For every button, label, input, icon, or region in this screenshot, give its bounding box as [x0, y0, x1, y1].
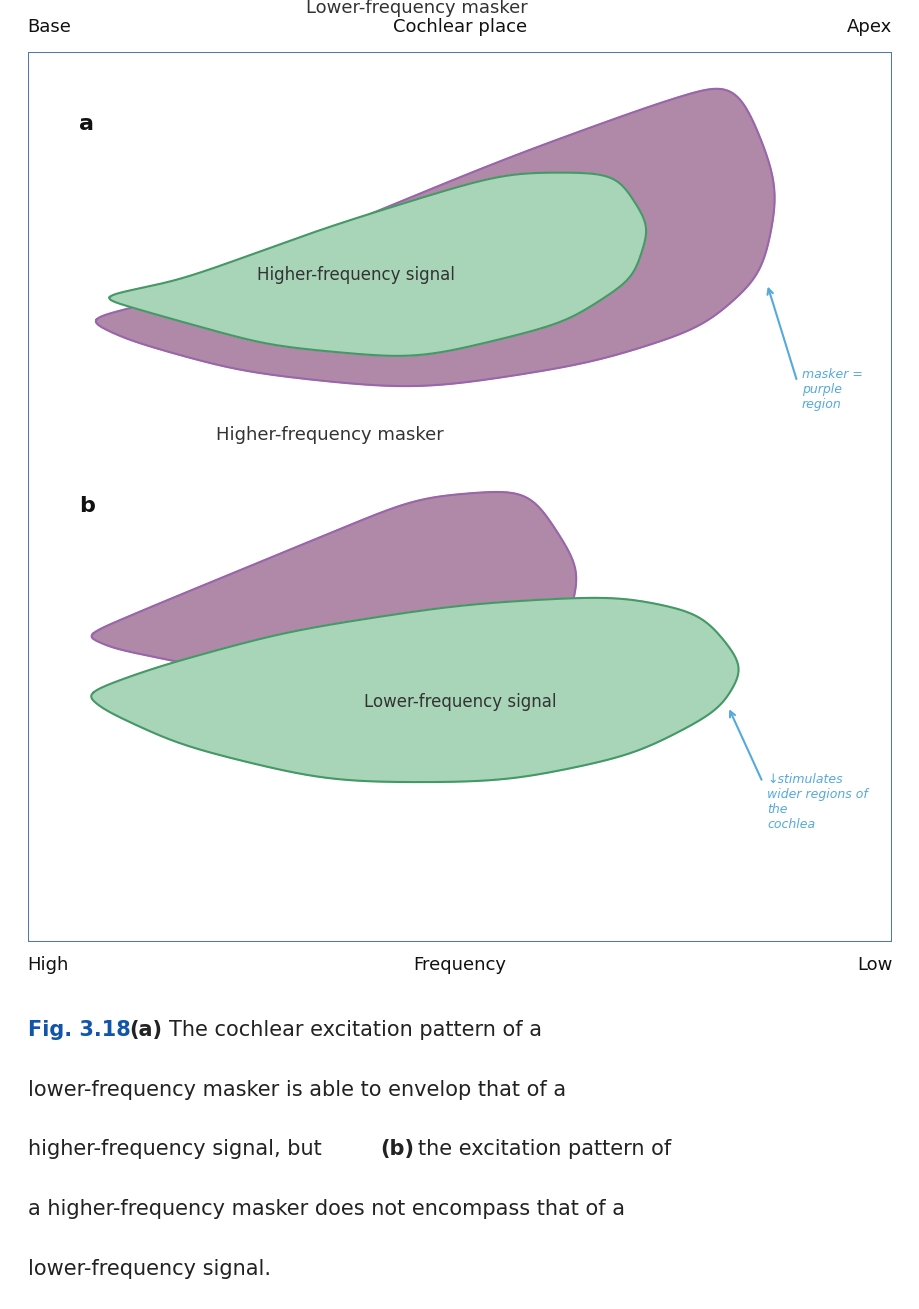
Text: The cochlear excitation pattern of a: The cochlear excitation pattern of a	[168, 1020, 541, 1039]
Text: lower-frequency signal.: lower-frequency signal.	[28, 1259, 270, 1279]
Polygon shape	[96, 89, 774, 386]
Text: a: a	[79, 114, 95, 134]
Text: higher-frequency signal, but: higher-frequency signal, but	[28, 1139, 327, 1160]
Text: Frequency: Frequency	[413, 957, 506, 974]
Text: a higher-frequency masker does not encompass that of a: a higher-frequency masker does not encom…	[28, 1199, 624, 1219]
Text: High: High	[28, 957, 69, 974]
Text: Fig. 3.18: Fig. 3.18	[28, 1020, 130, 1039]
Text: Higher-frequency masker: Higher-frequency masker	[216, 427, 444, 444]
Text: Higher-frequency signal: Higher-frequency signal	[257, 266, 455, 284]
Polygon shape	[92, 492, 575, 690]
Text: the excitation pattern of: the excitation pattern of	[418, 1139, 671, 1160]
Text: Base: Base	[28, 18, 72, 37]
Text: b: b	[79, 496, 96, 516]
Text: (b): (b)	[380, 1139, 414, 1160]
Polygon shape	[109, 173, 645, 356]
Text: ↓stimulates
wider regions of
the
cochlea: ↓stimulates wider regions of the cochlea	[766, 774, 867, 831]
FancyBboxPatch shape	[28, 52, 891, 942]
Text: masker =
purple
region: masker = purple region	[800, 368, 861, 411]
Text: lower-frequency masker is able to envelop that of a: lower-frequency masker is able to envelo…	[28, 1080, 565, 1100]
Text: Lower-frequency masker: Lower-frequency masker	[305, 0, 528, 17]
Text: Lower-frequency signal: Lower-frequency signal	[363, 694, 556, 711]
Polygon shape	[91, 598, 738, 781]
Text: Low: Low	[857, 957, 891, 974]
Text: (a): (a)	[130, 1020, 163, 1039]
Text: Apex: Apex	[846, 18, 891, 37]
Text: Cochlear place: Cochlear place	[392, 18, 527, 37]
